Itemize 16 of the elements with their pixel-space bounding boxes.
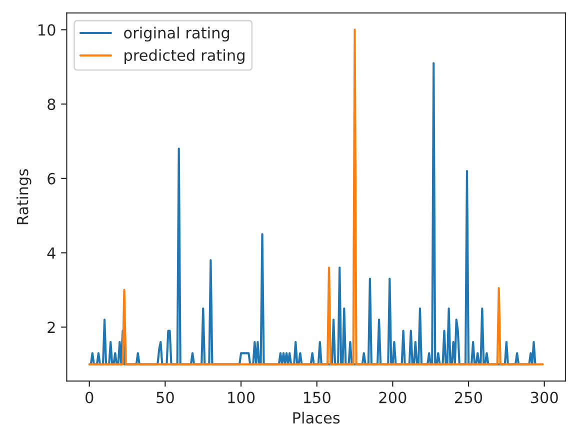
- y-tick-label: 8: [48, 98, 56, 110]
- x-tick-label: 150: [304, 392, 330, 404]
- x-tick-label: 0: [86, 392, 94, 404]
- legend-label: original rating: [124, 26, 230, 42]
- y-tick-label: 6: [48, 172, 56, 184]
- y-axis-title: Ratings: [16, 169, 32, 224]
- x-axis-title: Places: [293, 412, 340, 424]
- x-tick-label: 300: [530, 392, 558, 404]
- y-tick-label: 2: [48, 322, 55, 333]
- y-tick-label: 10: [38, 24, 56, 36]
- x-tick-label: 100: [228, 392, 255, 404]
- x-tick-label: 50: [156, 392, 174, 404]
- x-tick-label: 250: [455, 392, 482, 404]
- y-tick-label: 4: [47, 247, 56, 259]
- legend-label: predicted rating: [124, 49, 244, 64]
- x-tick-label: 200: [379, 392, 406, 404]
